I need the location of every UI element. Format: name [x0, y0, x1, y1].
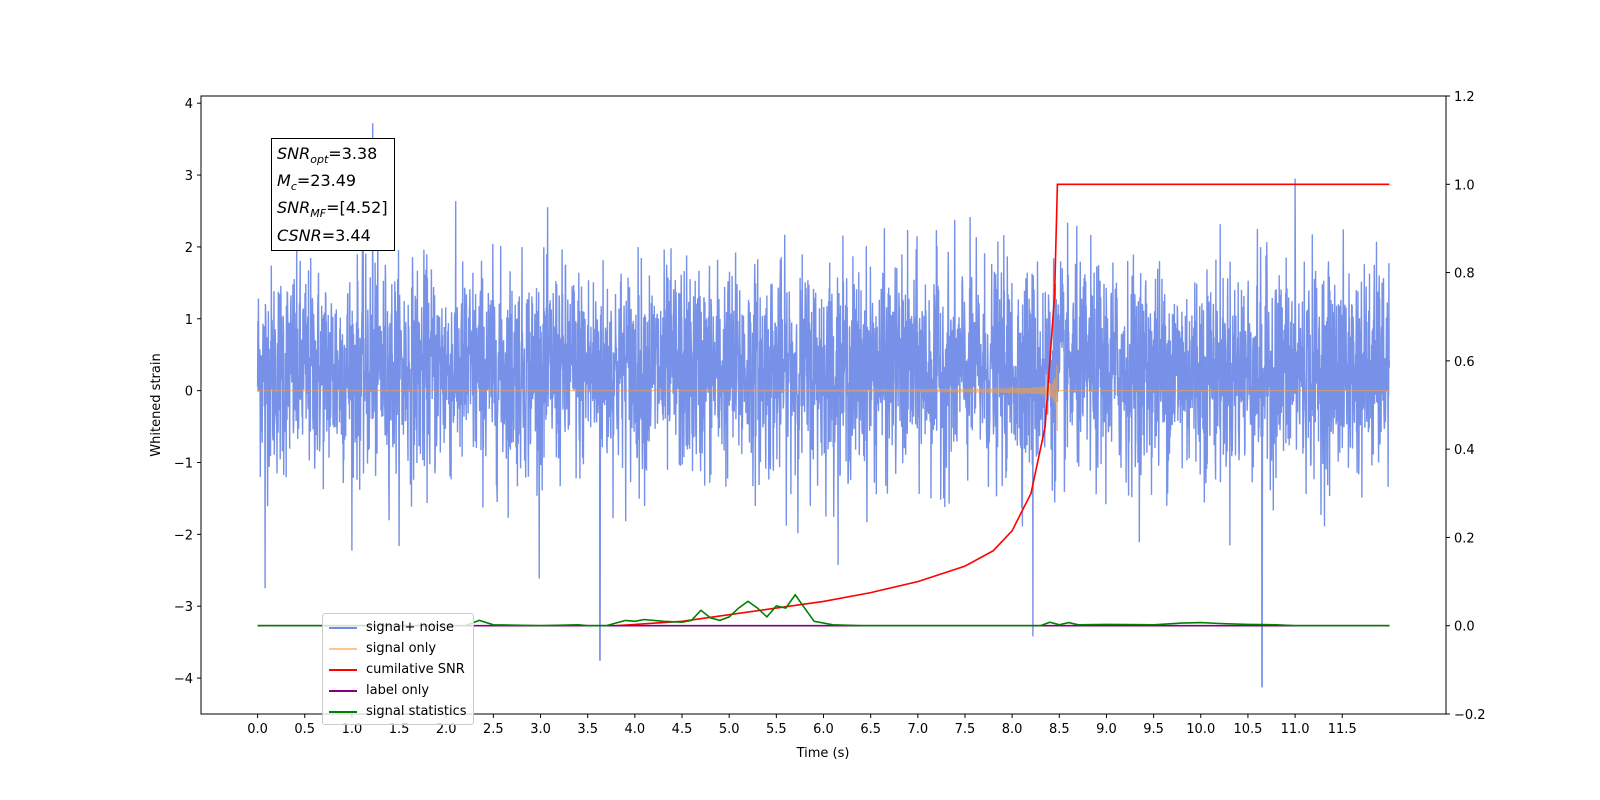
x-tick-label: 0.5 — [294, 722, 315, 737]
y2-tick-label: −0.2 — [1454, 708, 1486, 723]
x-tick-label: 10.0 — [1186, 722, 1215, 737]
y-tick-label: 0 — [185, 385, 193, 400]
y-tick-label: −4 — [174, 672, 193, 687]
y-tick-label: 2 — [185, 241, 193, 256]
y-tick-label: 1 — [185, 313, 193, 328]
stats-row: Mc=23.49 — [277, 171, 357, 194]
x-tick-label: 1.5 — [389, 722, 410, 737]
x-axis-label: Time (s) — [796, 746, 850, 761]
series-cumilative-snr — [615, 183, 1390, 627]
x-tick-label: 6.5 — [860, 722, 881, 737]
x-tick-label: 7.0 — [907, 722, 928, 737]
x-tick-label: 9.0 — [1096, 722, 1117, 737]
x-tick-label: 8.0 — [1002, 722, 1023, 737]
y-tick-label: −2 — [174, 528, 193, 543]
y2-axis-ticks: 1.2 1.0 0.8 0.6 0.4 0.2 0.0 −0.2 — [1446, 90, 1486, 723]
stats-annotation: SNRopt=3.38 Mc=23.49 SNRMF=[4.52] CSNR=3.44 — [271, 138, 395, 251]
y-axis-ticks: 4 3 2 1 0 −1 −2 −3 −4 — [174, 97, 201, 687]
legend-label: cumilative SNR — [366, 662, 465, 677]
y2-tick-label: 0.6 — [1454, 355, 1475, 370]
x-tick-label: 7.5 — [955, 722, 976, 737]
x-tick-label: 0.0 — [247, 722, 268, 737]
legend-item: cumilative SNR — [329, 659, 467, 680]
y-axis-label: Whitened strain — [149, 353, 164, 456]
x-tick-label: 2.0 — [436, 722, 457, 737]
y-tick-label: 4 — [185, 97, 193, 112]
x-tick-label: 6.0 — [813, 722, 834, 737]
y2-tick-label: 0.2 — [1454, 531, 1475, 546]
legend: signal+ noise signal only cumilative SNR la… — [322, 613, 474, 725]
x-axis-ticks: 0.0 0.5 1.0 1.5 2.0 2.5 3.0 3.5 4.0 4.5 5.0 5.5 6.0 6… — [247, 714, 1357, 737]
y-tick-label: 3 — [185, 169, 193, 184]
legend-item: signal only — [329, 638, 467, 659]
y2-tick-label: 0.0 — [1454, 620, 1475, 635]
x-tick-label: 11.0 — [1281, 722, 1310, 737]
series-signal-plus-noise — [256, 123, 1391, 688]
x-tick-label: 2.5 — [483, 722, 504, 737]
series-signal-statistics — [257, 593, 1390, 627]
y2-tick-label: 0.8 — [1454, 267, 1475, 282]
legend-swatch — [329, 710, 357, 713]
y2-tick-label: 1.2 — [1454, 90, 1475, 105]
series-signal-only — [257, 364, 1390, 431]
x-tick-label: 3.5 — [577, 722, 598, 737]
legend-swatch — [329, 626, 357, 629]
x-tick-label: 9.5 — [1143, 722, 1164, 737]
legend-label: signal+ noise — [366, 620, 455, 635]
legend-swatch — [329, 689, 357, 692]
legend-label: label only — [366, 683, 430, 698]
plot-frame — [200, 95, 1447, 715]
legend-item: label only — [329, 680, 467, 701]
x-tick-label: 3.0 — [530, 722, 551, 737]
x-tick-label: 4.0 — [625, 722, 646, 737]
y-tick-label: −1 — [174, 456, 193, 471]
stats-row: SNRMF=[4.52] — [277, 198, 388, 221]
x-tick-label: 8.5 — [1049, 722, 1070, 737]
legend-item: signal+ noise — [329, 617, 467, 638]
x-tick-label: 5.5 — [766, 722, 787, 737]
y-tick-label: −3 — [174, 600, 193, 615]
y2-tick-label: 0.4 — [1454, 443, 1475, 458]
legend-swatch — [329, 668, 357, 671]
legend-label: signal only — [366, 641, 437, 656]
x-tick-label: 11.5 — [1328, 722, 1357, 737]
legend-swatch — [329, 647, 357, 650]
x-tick-label: 1.0 — [342, 722, 363, 737]
legend-label: signal statistics — [366, 704, 467, 719]
x-tick-label: 4.5 — [672, 722, 693, 737]
x-tick-label: 10.5 — [1233, 722, 1262, 737]
x-tick-label: 5.0 — [719, 722, 740, 737]
legend-item: signal statistics — [329, 701, 467, 722]
y2-tick-label: 1.0 — [1454, 178, 1475, 193]
stats-row: CSNR=3.44 — [277, 225, 371, 245]
stats-row: SNRopt=3.38 — [277, 144, 378, 167]
